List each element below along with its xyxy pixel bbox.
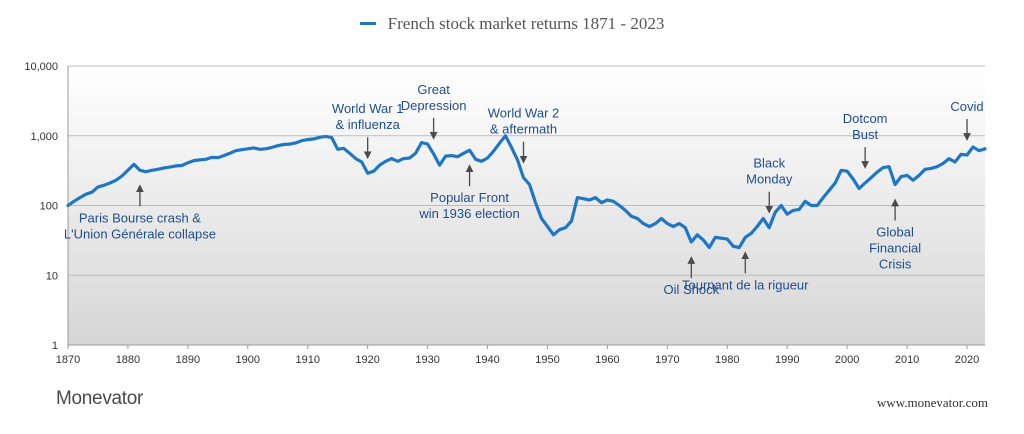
series-layer [66, 134, 987, 250]
x-tick-label: 1940 [475, 354, 499, 366]
annotation-line: Monday [746, 172, 793, 187]
legend-swatch [359, 21, 376, 25]
annotation-line: World War 2 [488, 106, 560, 121]
annotation: Black Monday [746, 156, 793, 214]
x-tick-label: 1870 [56, 354, 80, 366]
annotations: Paris Bourse crash & L'Union Générale col… [64, 82, 984, 297]
y-tick-label: 10,000 [24, 61, 58, 73]
annotation-label: World War 1 & influenza [332, 101, 404, 132]
x-tick-label: 1970 [655, 354, 679, 366]
annotation-line: Popular Front [430, 190, 509, 205]
annotation-line: & aftermath [490, 122, 557, 137]
annotation-line: Oil Shock [663, 282, 719, 297]
series-line [66, 134, 987, 250]
y-tick-label: 1 [52, 340, 58, 352]
annotation-line: Global [876, 225, 914, 240]
annotation-label: Great Depression [401, 82, 467, 113]
annotation: Dotcom Bust [843, 111, 888, 169]
annotation-line: Crisis [879, 257, 912, 272]
annotation-line: Bust [852, 127, 878, 142]
annotation: World War 2 & aftermath [488, 106, 560, 164]
annotation-label: Paris Bourse crash & L'Union Générale col… [64, 210, 216, 241]
x-tick-label: 2010 [895, 354, 919, 366]
x-tick-label: 1980 [715, 354, 739, 366]
annotation-label: Oil Shock [663, 282, 719, 297]
annotation: Oil Shock [663, 256, 720, 297]
annotation: Great Depression [401, 82, 467, 140]
x-tick-label: 1920 [355, 354, 379, 366]
x-tick-label: 1910 [295, 354, 319, 366]
annotation-line: Black [753, 156, 785, 171]
x-tick-label: 1880 [116, 354, 140, 366]
annotation-label: Popular Front win 1936 election [418, 190, 519, 221]
annotation-label: World War 2 & aftermath [488, 106, 560, 137]
y-tick-label: 1,000 [30, 131, 58, 143]
annotation-label: Global Financial Crisis [869, 225, 921, 272]
x-tick-label: 1930 [415, 354, 439, 366]
annotation-label: Dotcom Bust [843, 111, 888, 142]
x-tick-label: 1990 [775, 354, 799, 366]
annotation-label: Tournant de la rigueur [682, 277, 809, 292]
y-tick-label: 10 [46, 270, 58, 282]
annotation-line: World War 1 [332, 101, 404, 116]
annotation-line: Depression [401, 98, 467, 113]
x-tick-label: 2000 [835, 354, 859, 366]
annotation-line: Tournant de la rigueur [682, 277, 809, 292]
annotation-line: Financial [869, 241, 921, 256]
annotation: Tournant de la rigueur [682, 251, 809, 292]
legend-label: French stock market returns 1871 - 2023 [387, 14, 665, 33]
x-tick-label: 1950 [535, 354, 559, 366]
x-tick-label: 1890 [176, 354, 200, 366]
annotation: Covid [950, 99, 984, 141]
annotation-line: & influenza [336, 117, 401, 132]
x-tick-label: 1900 [236, 354, 260, 366]
y-tick-label: 100 [40, 201, 58, 213]
annotation-line: Great [417, 82, 450, 97]
annotation: Paris Bourse crash & L'Union Générale col… [64, 184, 216, 241]
annotation-label: Covid [950, 99, 983, 114]
annotation-line: Paris Bourse crash & [79, 210, 201, 225]
website-url: www.monevator.com [876, 395, 988, 410]
annotation: Global Financial Crisis [869, 198, 921, 272]
x-tick-label: 1960 [595, 354, 619, 366]
chart-legend: French stock market returns 1871 - 2023 [0, 14, 1024, 34]
annotation-label: Black Monday [746, 156, 793, 187]
annotation-line: Covid [950, 99, 983, 114]
annotation-line: win 1936 election [418, 206, 519, 221]
annotation: World War 1 & influenza [332, 101, 404, 160]
x-tick-label: 2020 [955, 354, 979, 366]
brand-logo: Monevator [56, 388, 144, 409]
annotation-line: Dotcom [843, 111, 888, 126]
annotation: Popular Front win 1936 election [418, 164, 520, 221]
annotation-line: L'Union Générale collapse [64, 226, 216, 241]
